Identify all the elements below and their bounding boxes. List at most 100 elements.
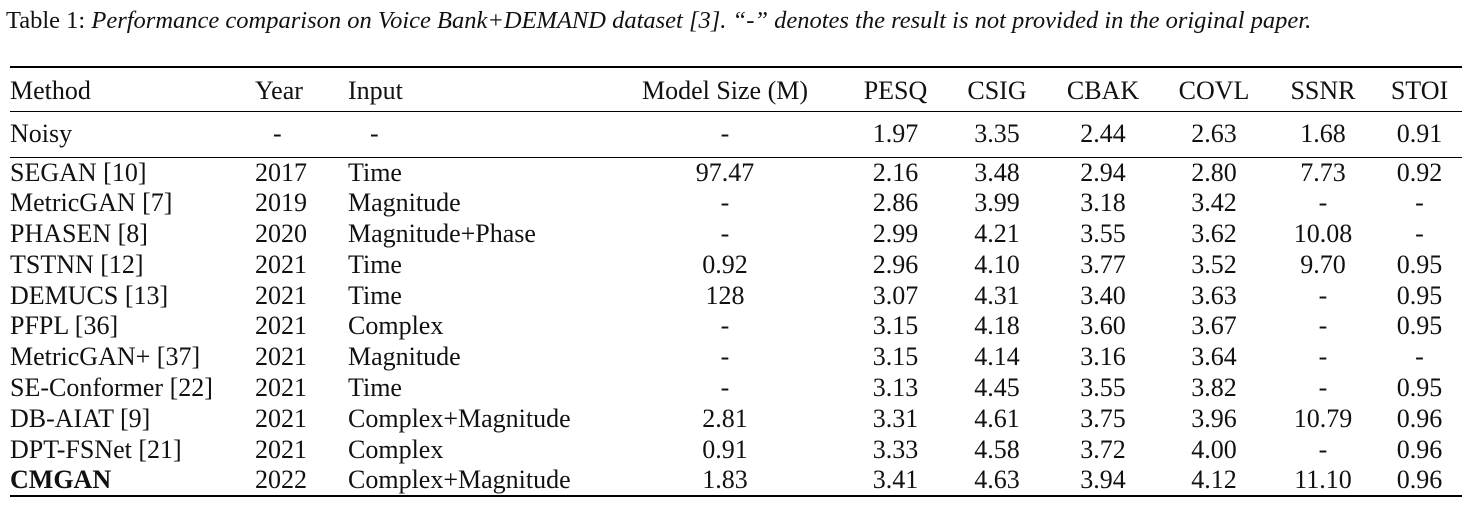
cell-covl: 3.96: [1191, 403, 1237, 433]
baseline-csig: 3.35: [974, 119, 1020, 148]
cell-cbak: 3.16: [1080, 342, 1126, 372]
cell-input: Time: [348, 249, 402, 279]
table-row: DB-AIAT [9] 2021 Complex+Magnitude 2.81 3.31…: [10, 403, 1462, 434]
cell-method: PHASEN [8]: [10, 218, 148, 248]
table-row: PHASEN [8] 2020 Magnitude+Phase - 2.99 4.21 3.…: [10, 219, 1462, 250]
cell-ssnr: 9.70: [1300, 249, 1346, 279]
cell-ssnr: -: [1318, 434, 1328, 464]
results-body: SEGAN [10] 2017 Time 97.47 2.16 3.48 2.94 2.80 7…: [10, 157, 1462, 496]
cell-stoi: 0.95: [1396, 249, 1443, 279]
cell-csig: 4.21: [974, 218, 1020, 248]
cell-input: Magnitude+Phase: [348, 218, 536, 248]
header-stoi: STOI: [1390, 76, 1449, 106]
cell-input: Complex: [348, 434, 444, 464]
cell-pesq: 3.41: [872, 464, 919, 494]
cell-csig: 4.10: [974, 249, 1020, 279]
cell-csig: 4.63: [974, 464, 1020, 494]
table-row: DEMUCS [13] 2021 Time 128 3.07 4.31 3.40 3.63 - 0…: [10, 280, 1462, 311]
cell-ssnr: -: [1318, 311, 1328, 341]
cell-input: Magnitude: [348, 342, 461, 372]
baseline-pesq: 1.97: [872, 119, 919, 148]
cell-method: DB-AIAT [9]: [10, 403, 151, 433]
cell-method: DPT-FSNet [21]: [10, 434, 182, 464]
cell-cbak: 3.60: [1080, 311, 1126, 341]
cell-stoi: 0.96: [1396, 464, 1443, 494]
cell-csig: 4.61: [974, 403, 1020, 433]
cell-cbak: 3.77: [1080, 249, 1126, 279]
cell-method: SE-Conformer [22]: [10, 372, 213, 402]
header-cbak: CBAK: [1066, 76, 1140, 106]
cell-pesq: 2.99: [872, 218, 919, 248]
cell-covl: 3.62: [1191, 218, 1237, 248]
cell-covl: 3.63: [1191, 280, 1237, 310]
baseline-row: Noisy - - - 1.97 3.35 2.44 2.63 1.68 0.9…: [10, 111, 1462, 157]
cell-csig: 3.99: [974, 188, 1020, 218]
cell-year: 2022: [255, 464, 307, 494]
baseline-ssnr: 1.68: [1300, 119, 1346, 148]
cell-covl: 3.42: [1191, 188, 1237, 218]
caption-label: Table 1:: [6, 7, 86, 34]
cell-input: Time: [348, 280, 402, 310]
cell-pesq: 3.15: [872, 311, 919, 341]
table-row: SE-Conformer [22] 2021 Time - 3.13 4.45 3.55 3.…: [10, 373, 1462, 404]
cell-pesq: 2.96: [872, 249, 919, 279]
header-input: Input: [348, 76, 403, 106]
table-row: PFPL [36] 2021 Complex - 3.15 4.18 3.60 3.67 - 0.…: [10, 311, 1462, 342]
cell-year: 2021: [255, 249, 307, 279]
baseline-cbak: 2.44: [1080, 119, 1126, 148]
cell-input: Time: [348, 157, 402, 187]
cell-covl: 2.80: [1191, 157, 1237, 187]
cell-method: SEGAN [10]: [10, 157, 147, 187]
cell-covl: 4.00: [1191, 434, 1237, 464]
cell-covl: 3.67: [1191, 311, 1237, 341]
cell-covl: 3.52: [1191, 249, 1237, 279]
cell-input: Complex+Magnitude: [348, 464, 571, 494]
cell-input: Magnitude: [348, 188, 461, 218]
cell-stoi: -: [1415, 188, 1424, 218]
cell-csig: 4.31: [974, 280, 1020, 310]
header-method: Method: [10, 76, 91, 106]
cell-year: 2021: [255, 403, 307, 433]
cell-covl: 3.82: [1191, 372, 1237, 402]
cell-method: PFPL [36]: [10, 311, 119, 341]
cell-year: 2021: [255, 280, 307, 310]
baseline-covl: 2.63: [1191, 119, 1237, 148]
cell-input: Time: [348, 372, 402, 402]
cell-model-size: -: [720, 188, 730, 218]
cell-csig: 4.14: [974, 342, 1020, 372]
table-row: MetricGAN [7] 2019 Magnitude - 2.86 3.99 3.18 3…: [10, 188, 1462, 219]
cell-pesq: 3.13: [872, 372, 919, 402]
cell-csig: 3.48: [974, 157, 1020, 187]
cell-model-size: 0.91: [702, 434, 748, 464]
cell-cbak: 3.55: [1080, 218, 1126, 248]
cell-ssnr: 7.73: [1300, 157, 1346, 187]
cell-ssnr: 10.79: [1293, 403, 1353, 433]
caption-text: Performance comparison on Voice Bank+DEM…: [91, 7, 1312, 34]
cell-pesq: 3.33: [872, 434, 919, 464]
baseline-model-size: -: [720, 119, 730, 148]
cell-model-size: -: [720, 372, 730, 402]
cell-year: 2021: [255, 434, 307, 464]
baseline-input: -: [370, 119, 379, 148]
cell-year: 2017: [255, 157, 307, 187]
cell-ssnr: 10.08: [1293, 218, 1353, 248]
cell-model-size: 128: [705, 280, 745, 310]
cell-input: Complex: [348, 311, 444, 341]
cell-cbak: 2.94: [1080, 157, 1126, 187]
cell-pesq: 3.15: [872, 342, 919, 372]
cell-model-size: 97.47: [695, 157, 755, 187]
cell-covl: 3.64: [1191, 342, 1237, 372]
cell-ssnr: -: [1318, 342, 1328, 372]
cell-stoi: 0.95: [1396, 280, 1443, 310]
cell-method: MetricGAN+ [37]: [10, 342, 201, 372]
cell-ssnr: -: [1318, 372, 1328, 402]
cell-stoi: 0.92: [1396, 157, 1443, 187]
cell-method: DEMUCS [13]: [10, 280, 169, 310]
header-year: Year: [255, 76, 303, 106]
cell-stoi: -: [1415, 218, 1424, 248]
baseline-year: -: [273, 119, 282, 148]
cell-year: 2020: [255, 218, 307, 248]
cell-cbak: 3.72: [1080, 434, 1126, 464]
cell-method: TSTNN [12]: [10, 249, 144, 279]
